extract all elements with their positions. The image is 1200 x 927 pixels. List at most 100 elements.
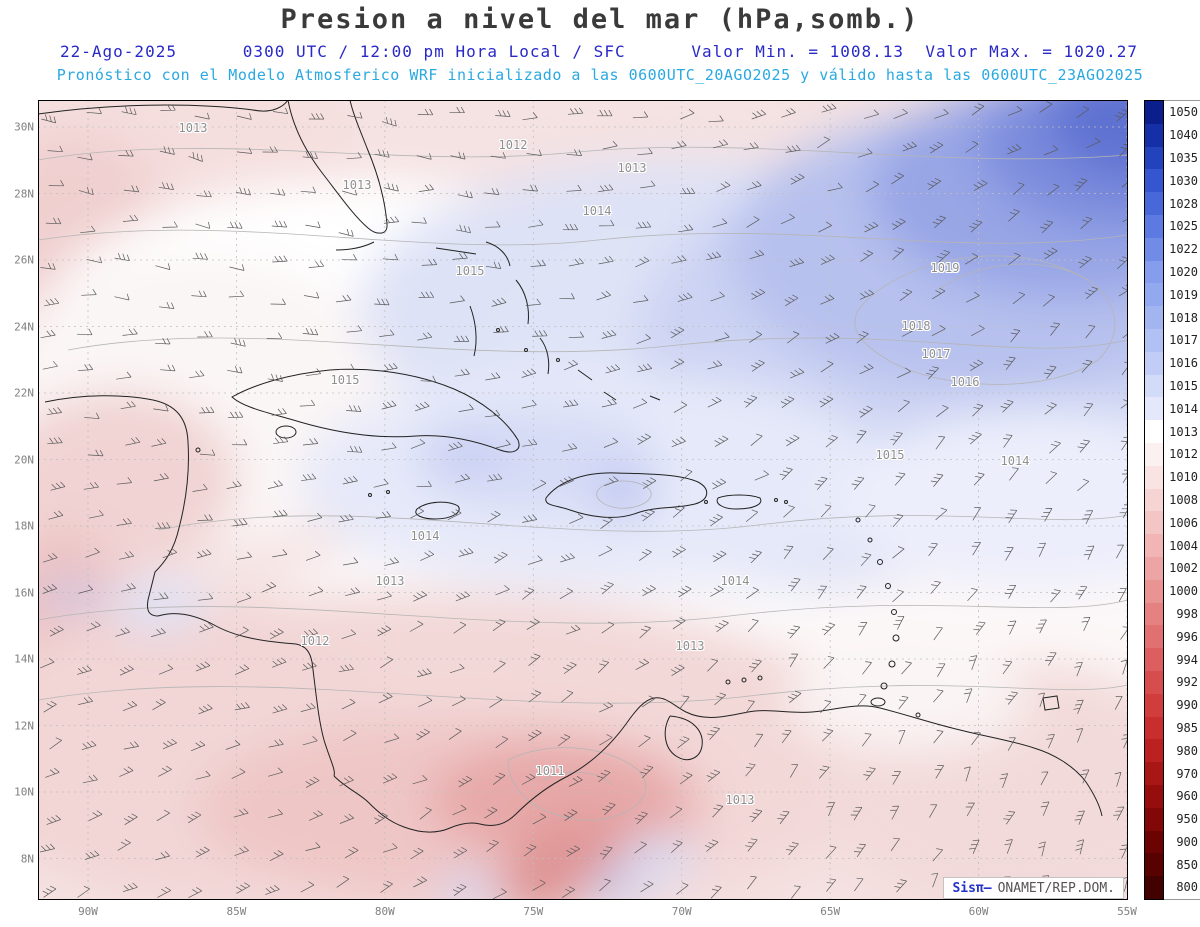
colorbar-level-994: 994 — [1176, 652, 1198, 667]
colorbar-level-980: 980 — [1176, 743, 1198, 758]
colorbar-level-998: 998 — [1176, 606, 1198, 621]
contour-label-1015: 1015 — [875, 448, 905, 462]
colorbar-level-1022: 1022 — [1169, 242, 1198, 257]
colorbar-level-1014: 1014 — [1169, 401, 1198, 416]
colorbar-level-950: 950 — [1176, 812, 1198, 827]
colorbar-level-990: 990 — [1176, 698, 1198, 713]
colorbar-level-1015: 1015 — [1169, 378, 1198, 393]
colorbar-cell-1014 — [1145, 397, 1163, 421]
colorbar-level-1030: 1030 — [1169, 173, 1198, 188]
coastlines — [38, 100, 1103, 833]
colorbar-cells — [1144, 100, 1164, 900]
lon-tick-90W: 90W — [78, 905, 98, 918]
lat-tick-18N: 18N — [14, 519, 34, 533]
colorbar-level-970: 970 — [1176, 766, 1198, 781]
contour-label-1019: 1019 — [930, 261, 960, 275]
colorbar-level-1006: 1006 — [1169, 515, 1198, 530]
colorbar-cell-996 — [1145, 625, 1163, 649]
colorbar-cell-1004 — [1145, 534, 1163, 557]
colorbar-level-960: 960 — [1176, 789, 1198, 804]
contour-label-1013: 1013 — [675, 639, 705, 653]
colorbar-level-1008: 1008 — [1169, 492, 1198, 507]
colorbar-cell-1050 — [1145, 101, 1163, 124]
colorbar-level-1017: 1017 — [1169, 333, 1198, 348]
lon-tick-70W: 70W — [671, 905, 692, 918]
brand-label: Sisπ— — [952, 880, 992, 896]
contour-label-1012: 1012 — [498, 138, 528, 152]
colorbar-level-1025: 1025 — [1169, 219, 1198, 234]
contour-label-1015: 1015 — [455, 264, 485, 278]
pressure-shading — [38, 100, 1128, 900]
credit-label: ONAMET/REP.DOM. — [997, 880, 1115, 896]
plot-frame — [38, 100, 1128, 900]
colorbar-level-1035: 1035 — [1169, 150, 1198, 165]
colorbar-cell-1017 — [1145, 328, 1163, 352]
colorbar-cell-800 — [1145, 876, 1163, 899]
colorbar-cell-1012 — [1145, 442, 1163, 466]
subtitle-model-line: Pronóstico con el Modelo Atmosferico WRF… — [56, 66, 1144, 84]
colorbar-cell-850 — [1145, 853, 1163, 877]
lat-tick-14N: 14N — [14, 652, 34, 666]
contour-label-1015: 1015 — [330, 373, 360, 387]
colorbar-labels: 1050 1040 1035 1030 1028 1025 1022 1020 1019 1018… — [1164, 100, 1200, 900]
colorbar-level-1013: 1013 — [1169, 424, 1198, 439]
colorbar-cell-992 — [1145, 670, 1163, 694]
lat-tick-12N: 12N — [14, 719, 34, 732]
colorbar-level-1004: 1004 — [1169, 538, 1198, 553]
colorbar-cell-1002 — [1145, 556, 1163, 580]
colorbar-cell-950 — [1145, 807, 1163, 831]
lat-tick-26N: 26N — [14, 253, 34, 267]
colorbar-level-1000: 1000 — [1169, 584, 1198, 599]
contour-label-1018: 1018 — [901, 319, 931, 333]
colorbar-cell-998 — [1145, 602, 1163, 626]
colorbar-cell-1030 — [1145, 169, 1163, 193]
lat-tick-30N: 30N — [14, 120, 34, 134]
contour-label-1014: 1014 — [410, 529, 440, 543]
colorbar-level-1010: 1010 — [1169, 470, 1198, 485]
colorbar: 1050 1040 1035 1030 1028 1025 1022 1020 1019 1018… — [1144, 100, 1200, 900]
lat-tick-24N: 24N — [14, 320, 34, 333]
lon-tick-55W: 55W — [1117, 905, 1137, 918]
lat-tick-16N: 16N — [14, 586, 34, 599]
lat-tick-8N: 8N — [20, 852, 34, 865]
lon-tick-85W: 85W — [226, 905, 247, 918]
colorbar-level-1019: 1019 — [1169, 287, 1198, 302]
colorbar-cell-1035 — [1145, 146, 1163, 170]
lat-tick-10N: 10N — [14, 785, 34, 799]
lat-tick-28N: 28N — [14, 187, 34, 200]
contour-label-1014: 1014 — [720, 574, 750, 588]
colorbar-cell-1006 — [1145, 511, 1163, 535]
colorbar-level-1018: 1018 — [1169, 310, 1198, 325]
colorbar-level-1012: 1012 — [1169, 447, 1198, 462]
contour-label-1013: 1013 — [617, 161, 647, 175]
subtitle-date: 22-Ago-2025 — [60, 42, 177, 61]
colorbar-level-1040: 1040 — [1169, 128, 1198, 143]
colorbar-cell-1013 — [1145, 420, 1163, 443]
colorbar-cell-1022 — [1145, 237, 1163, 261]
lon-tick-80W: 80W — [374, 905, 395, 918]
value-min: Valor Min. = 1008.13 — [691, 42, 905, 61]
contour-label-1013: 1013 — [342, 178, 372, 192]
page-title: Presion a nivel del mar (hPa,somb.) — [280, 4, 920, 35]
colorbar-level-1020: 1020 — [1169, 264, 1198, 279]
colorbar-level-992: 992 — [1176, 675, 1198, 690]
contour-label-1013: 1013 — [375, 574, 405, 588]
colorbar-cell-990 — [1145, 693, 1163, 717]
subtitle-line-1: 22-Ago-2025 0300 UTC / 12:00 pm Hora Loc… — [60, 42, 1138, 61]
subtitle-minmax: Valor Min. = 1008.13 Valor Max. = 1020.2… — [691, 42, 1138, 61]
colorbar-cell-1028 — [1145, 192, 1163, 215]
colorbar-cell-1019 — [1145, 283, 1163, 307]
colorbar-cell-994 — [1145, 648, 1163, 671]
colorbar-cell-1015 — [1145, 374, 1163, 398]
colorbar-cell-960 — [1145, 784, 1163, 808]
colorbar-cell-970 — [1145, 762, 1163, 785]
pressure-map-plot — [38, 100, 1128, 900]
value-max: Valor Max. = 1020.27 — [925, 42, 1138, 61]
contour-lines — [38, 146, 1128, 821]
lon-tick-75W: 75W — [523, 905, 544, 918]
colorbar-level-800: 800 — [1176, 880, 1198, 895]
wind-barbs — [40, 100, 1128, 900]
lat-tick-22N: 22N — [14, 386, 34, 400]
subtitle-time: 0300 UTC / 12:00 pm Hora Local / SFC — [242, 42, 626, 61]
